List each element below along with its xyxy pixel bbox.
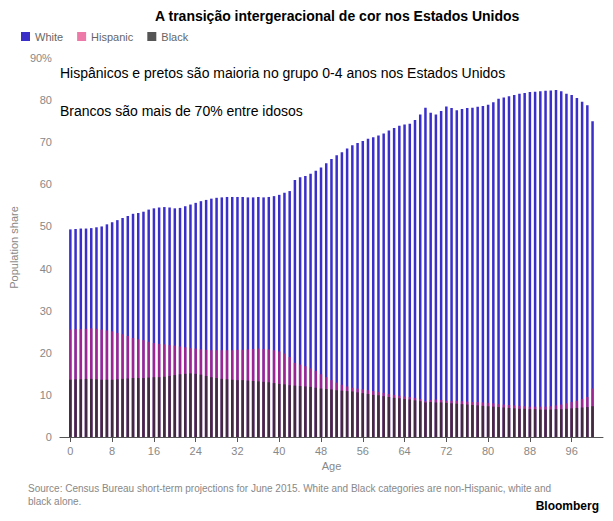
svg-text:Hispanic: Hispanic [91, 31, 134, 43]
svg-text:White: White [35, 31, 63, 43]
svg-text:Hispânicos e pretos são maiori: Hispânicos e pretos são maioria no grupo… [60, 65, 505, 81]
svg-text:Age: Age [322, 460, 342, 472]
svg-text:20: 20 [40, 347, 52, 359]
svg-text:24: 24 [190, 445, 202, 457]
svg-text:Bloomberg: Bloomberg [536, 499, 599, 513]
svg-text:80: 80 [40, 94, 52, 106]
svg-text:70: 70 [40, 136, 52, 148]
svg-text:88: 88 [524, 445, 536, 457]
svg-text:0: 0 [46, 431, 52, 443]
svg-text:90%: 90% [30, 52, 52, 64]
svg-text:80: 80 [482, 445, 494, 457]
svg-text:96: 96 [566, 445, 578, 457]
svg-text:Brancos são mais de 70% entre: Brancos são mais de 70% entre idosos [60, 103, 303, 119]
svg-text:60: 60 [40, 178, 52, 190]
svg-text:A transição intergeracional de: A transição intergeracional de cor nos E… [155, 8, 520, 24]
svg-text:40: 40 [40, 263, 52, 275]
svg-text:56: 56 [357, 445, 369, 457]
svg-text:30: 30 [40, 305, 52, 317]
svg-text:72: 72 [440, 445, 452, 457]
svg-text:Source: Census Bureau short-te: Source: Census Bureau short-term project… [28, 483, 554, 494]
svg-text:64: 64 [398, 445, 410, 457]
svg-text:32: 32 [231, 445, 243, 457]
svg-text:48: 48 [315, 445, 327, 457]
svg-text:Black: Black [161, 31, 188, 43]
svg-text:40: 40 [273, 445, 285, 457]
svg-text:10: 10 [40, 389, 52, 401]
svg-text:50: 50 [40, 220, 52, 232]
svg-text:0: 0 [67, 445, 73, 457]
svg-text:Population share: Population share [8, 206, 20, 289]
svg-text:black alone.: black alone. [28, 496, 81, 507]
svg-text:8: 8 [109, 445, 115, 457]
svg-text:16: 16 [148, 445, 160, 457]
